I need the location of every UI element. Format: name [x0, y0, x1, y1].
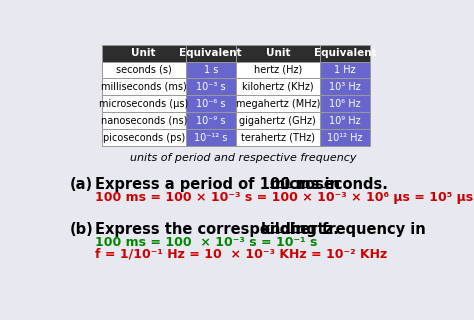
Text: Express a period of 100 ms in: Express a period of 100 ms in: [95, 177, 345, 192]
Text: terahertz (THz): terahertz (THz): [241, 133, 315, 143]
Bar: [319, 129, 370, 146]
Text: f = 1/10⁻¹ Hz = 10  × 10⁻³ KHz = 10⁻² KHz: f = 1/10⁻¹ Hz = 10 × 10⁻³ KHz = 10⁻² KHz: [95, 248, 387, 261]
Bar: [186, 95, 236, 112]
Text: Equivalent: Equivalent: [313, 48, 376, 58]
Bar: [236, 61, 319, 78]
Bar: [319, 61, 370, 78]
Bar: [236, 78, 319, 95]
Text: seconds (s): seconds (s): [116, 65, 172, 75]
Bar: [186, 129, 236, 146]
Text: 10⁶ Hz: 10⁶ Hz: [329, 99, 361, 109]
Text: microseconds.: microseconds.: [270, 177, 389, 192]
Text: megahertz (MHz): megahertz (MHz): [236, 99, 320, 109]
Text: 10⁻⁹ s: 10⁻⁹ s: [196, 116, 226, 126]
Text: 10¹² Hz: 10¹² Hz: [327, 133, 363, 143]
Text: nanoseconds (ns): nanoseconds (ns): [100, 116, 187, 126]
Text: gigahertz (GHz): gigahertz (GHz): [239, 116, 316, 126]
Text: kilohertz.: kilohertz.: [261, 222, 339, 237]
Bar: [236, 112, 319, 129]
Bar: [186, 44, 236, 61]
Text: 10³ Hz: 10³ Hz: [329, 82, 361, 92]
Text: milliseconds (ms): milliseconds (ms): [101, 82, 187, 92]
Bar: [102, 129, 186, 146]
Text: 100 ms = 100 × 10⁻³ s = 100 × 10⁻³ × 10⁶ μs = 10⁵ μs: 100 ms = 100 × 10⁻³ s = 100 × 10⁻³ × 10⁶…: [95, 191, 473, 204]
Bar: [102, 112, 186, 129]
Text: Unit: Unit: [265, 48, 290, 58]
Text: 1 s: 1 s: [203, 65, 218, 75]
Bar: [236, 129, 319, 146]
Bar: [319, 78, 370, 95]
Bar: [236, 44, 319, 61]
Text: (a): (a): [70, 177, 93, 192]
Text: units of period and respective frequency: units of period and respective frequency: [130, 153, 356, 163]
Text: microseconds (μs): microseconds (μs): [99, 99, 188, 109]
Text: (b): (b): [70, 222, 94, 237]
Text: 10⁹ Hz: 10⁹ Hz: [329, 116, 361, 126]
Bar: [102, 61, 186, 78]
Text: Express the corresponding frequency in: Express the corresponding frequency in: [95, 222, 431, 237]
Bar: [102, 44, 186, 61]
Bar: [319, 112, 370, 129]
Text: Unit: Unit: [131, 48, 156, 58]
Text: hertz (Hz): hertz (Hz): [254, 65, 302, 75]
Text: 10⁻⁶ s: 10⁻⁶ s: [196, 99, 226, 109]
Bar: [319, 44, 370, 61]
Bar: [186, 78, 236, 95]
Bar: [102, 78, 186, 95]
Text: 10⁻³ s: 10⁻³ s: [196, 82, 226, 92]
Bar: [319, 95, 370, 112]
Bar: [186, 112, 236, 129]
Text: kilohertz (KHz): kilohertz (KHz): [242, 82, 314, 92]
Text: picoseconds (ps): picoseconds (ps): [102, 133, 185, 143]
Text: Equivalent: Equivalent: [180, 48, 242, 58]
Text: 1 Hz: 1 Hz: [334, 65, 356, 75]
Bar: [186, 61, 236, 78]
Text: 10⁻¹² s: 10⁻¹² s: [194, 133, 228, 143]
Bar: [102, 95, 186, 112]
Text: 100 ms = 100  × 10⁻³ s = 10⁻¹ s: 100 ms = 100 × 10⁻³ s = 10⁻¹ s: [95, 236, 317, 249]
Bar: [236, 95, 319, 112]
